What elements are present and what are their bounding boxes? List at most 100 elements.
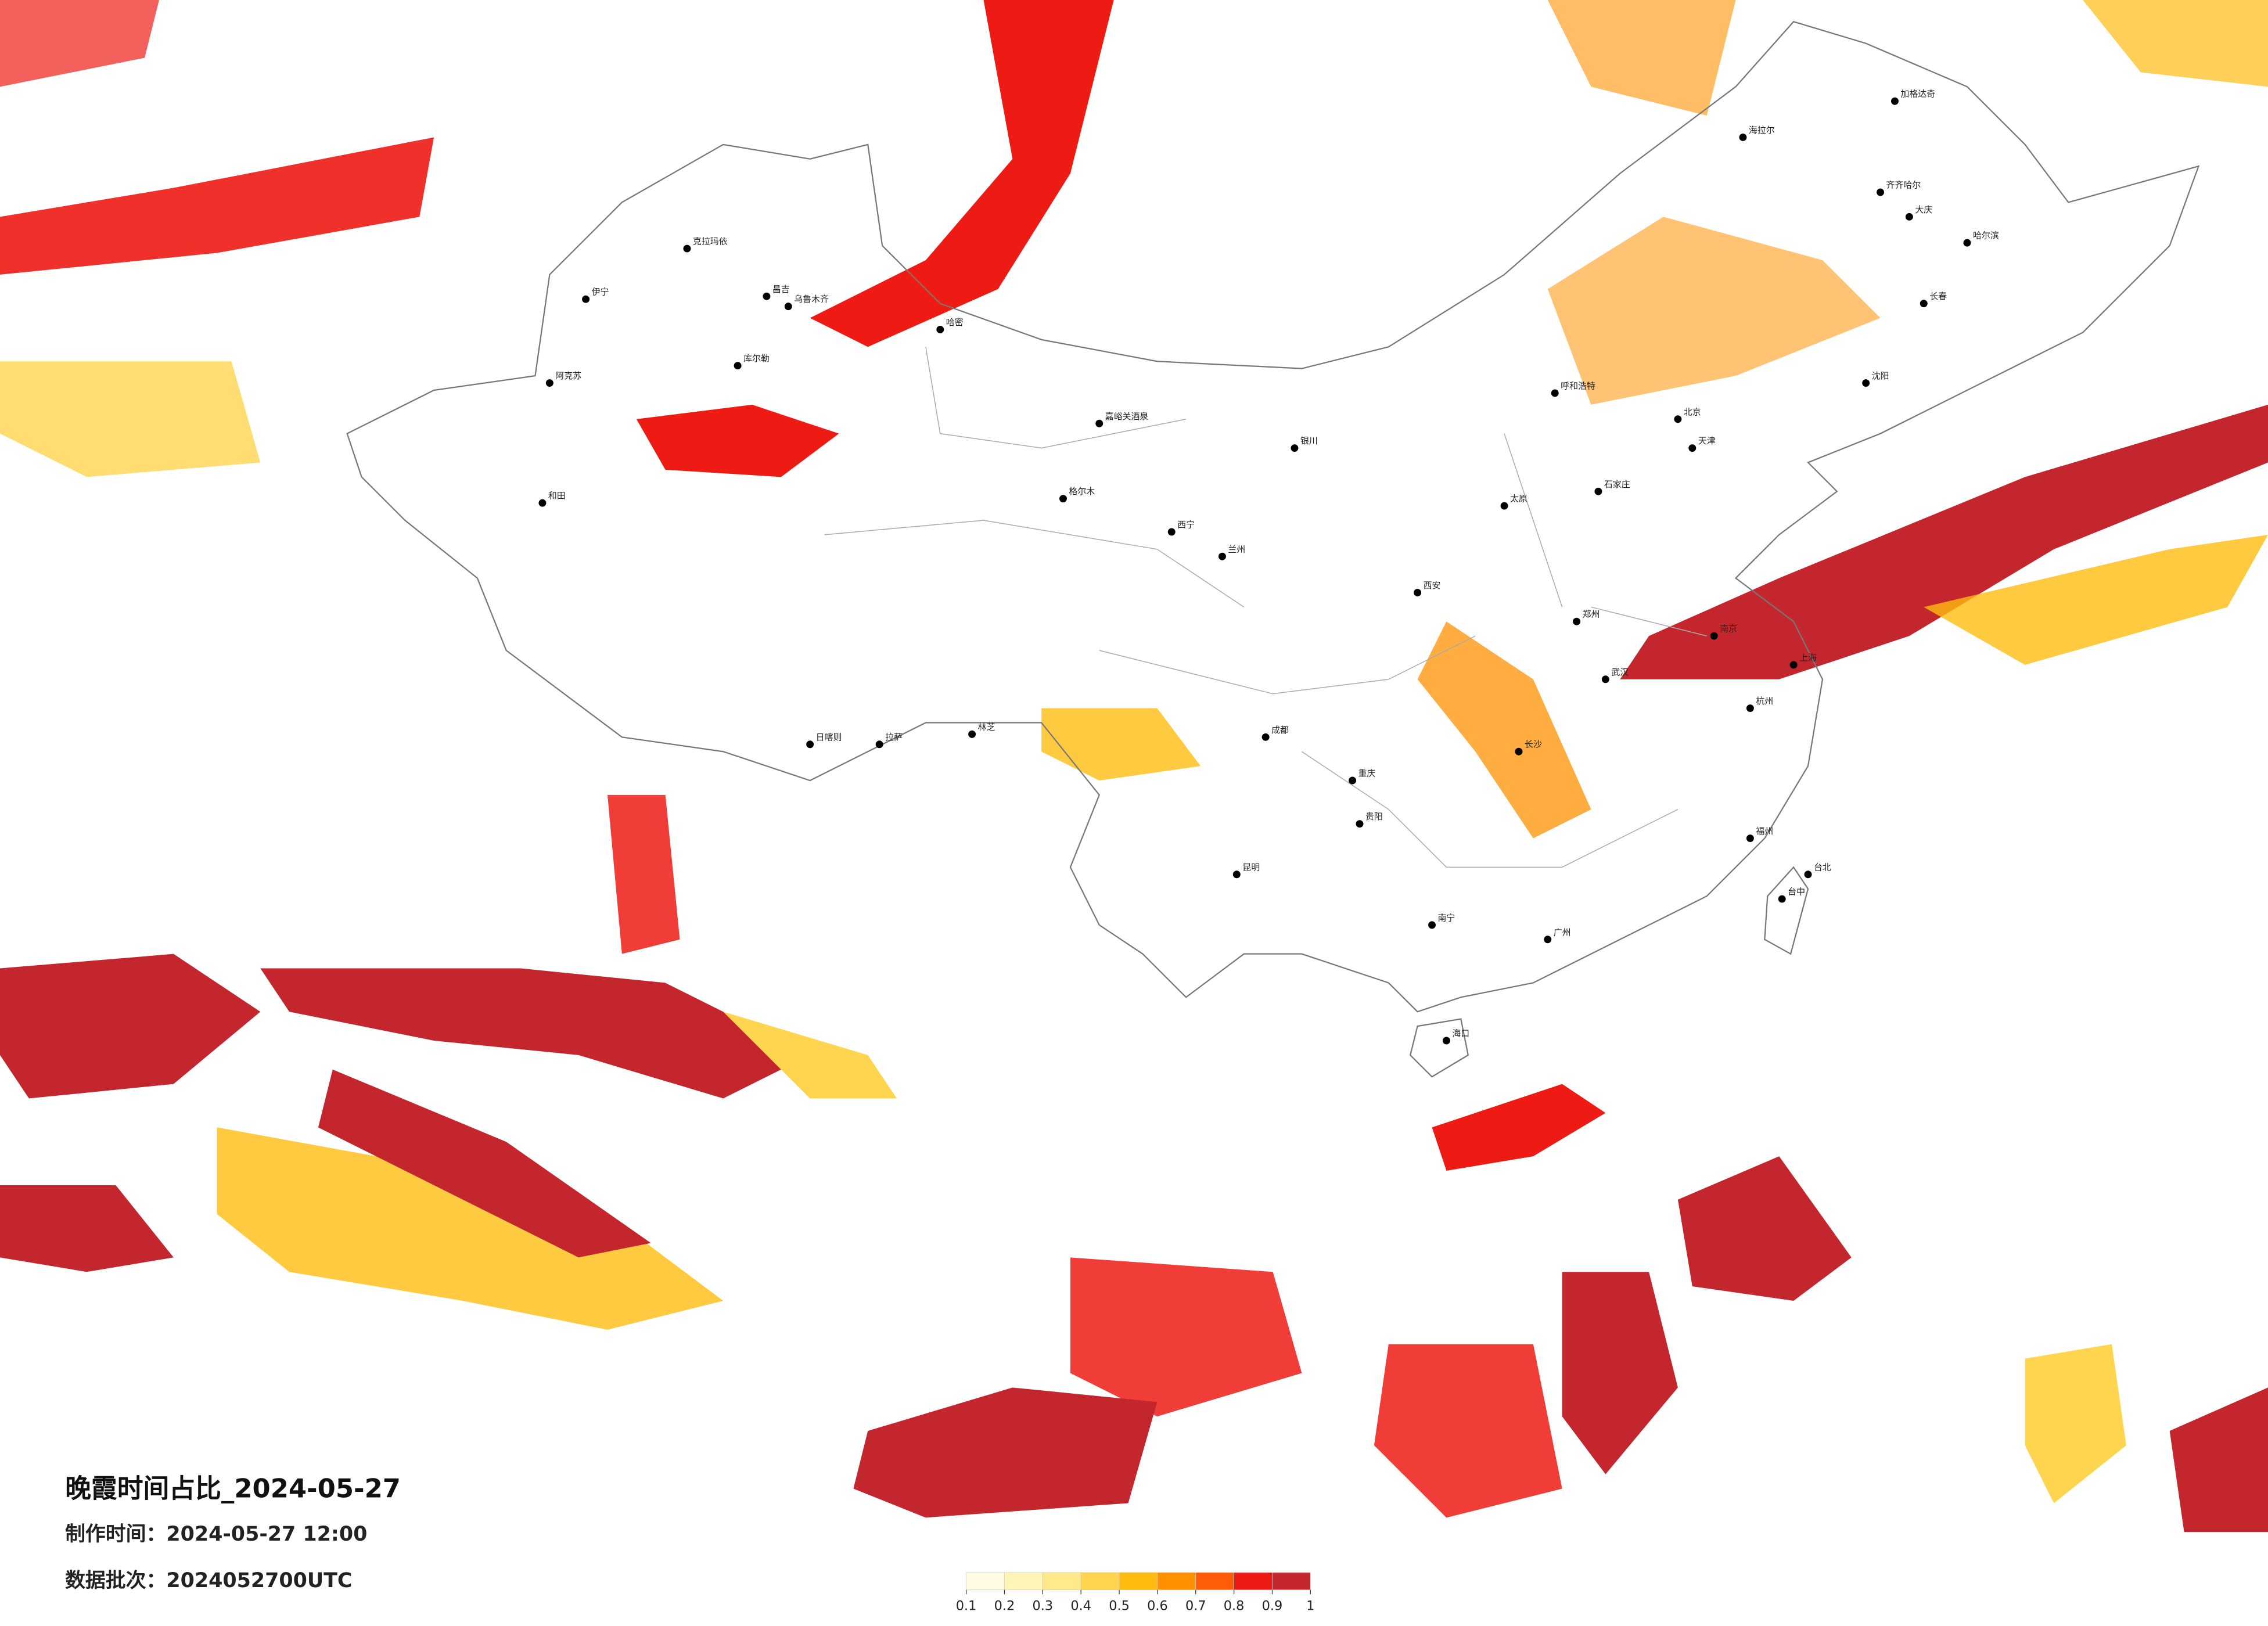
city-label: 加格达奇: [1900, 89, 1935, 99]
city-label: 台北: [1814, 862, 1831, 872]
city-dot: [734, 362, 742, 370]
batch: 数据批次：2024052700UTC: [65, 1569, 352, 1592]
city-dot: [1877, 188, 1885, 196]
city-dot: [1920, 300, 1928, 308]
province-border: [824, 347, 1707, 868]
city-label: 克拉玛依: [693, 236, 728, 247]
city-label: 拉萨: [885, 732, 903, 742]
colorbar-segment: [1157, 1572, 1196, 1591]
city-dot: [1232, 870, 1241, 879]
city-dot: [1261, 733, 1270, 741]
city-dot: [1789, 661, 1798, 669]
city-dot: [1688, 444, 1696, 452]
city-dot: [582, 295, 590, 303]
city-label: 南京: [1720, 624, 1737, 634]
city-dot: [538, 499, 547, 507]
city-dot: [1778, 895, 1786, 903]
city-dot: [1905, 213, 1913, 221]
city-dot: [1414, 588, 1422, 596]
city-label: 齐齐哈尔: [1886, 180, 1921, 190]
colorbar-tick-label: 0.8: [1224, 1599, 1245, 1614]
city-dot: [1095, 419, 1104, 427]
city-dot: [968, 730, 976, 738]
city-label: 武汉: [1611, 667, 1629, 677]
city-label: 郑州: [1583, 609, 1600, 620]
city-label: 沈阳: [1872, 370, 1889, 381]
city-dot: [806, 740, 814, 749]
production-time: 制作时间：2024-05-27 12:00: [65, 1523, 367, 1546]
city-label: 福州: [1756, 826, 1773, 836]
city-label: 重庆: [1358, 768, 1376, 779]
city-label: 石家庄: [1604, 479, 1630, 490]
sunset-field: [0, 0, 2268, 1533]
colorbar-tick-label: 0.2: [994, 1599, 1015, 1614]
city-label: 哈尔滨: [1973, 231, 1999, 241]
city-label: 西宁: [1177, 519, 1195, 530]
city-dot: [1551, 389, 1559, 397]
city-dot: [1218, 552, 1226, 560]
city-dot: [1059, 495, 1067, 503]
colorbar: 0.1 0.2 0.3 0.4 0.5 0.6 0.7 0.8 0.9 1: [956, 1572, 1314, 1614]
city-label: 日喀则: [816, 732, 842, 742]
colorbar-segment: [1004, 1572, 1043, 1591]
city-label: 杭州: [1756, 696, 1773, 706]
city-label: 上海: [1799, 652, 1817, 663]
city-dot: [1544, 936, 1552, 944]
city-dot: [1746, 834, 1754, 843]
city-label: 库尔勒: [743, 353, 770, 364]
city-dot: [936, 325, 944, 333]
colorbar-segment: [1119, 1572, 1158, 1591]
city-label: 南宁: [1437, 912, 1455, 923]
colorbar-tick-label: 1: [1306, 1599, 1314, 1614]
city-label: 广州: [1554, 927, 1571, 937]
taiwan: [1764, 866, 1809, 955]
city-label: 哈密: [946, 317, 964, 328]
colorbar-tick-label: 0.5: [1109, 1599, 1130, 1614]
city-label: 成都: [1271, 725, 1289, 735]
city-label: 和田: [548, 491, 566, 501]
city-label: 西安: [1424, 580, 1441, 591]
city-dot: [1601, 675, 1609, 684]
city-dot: [1963, 239, 1971, 247]
colorbar-segment: [1272, 1572, 1311, 1591]
city-label: 太原: [1510, 494, 1527, 504]
city-label: 乌鲁木齐: [794, 294, 829, 304]
city-dot: [763, 292, 771, 300]
colorbar-tick-label: 0.4: [1070, 1599, 1091, 1614]
city-label: 伊宁: [592, 287, 609, 297]
colorbar-segment: [1080, 1572, 1120, 1591]
colorbar-tick-label: 0.6: [1147, 1599, 1168, 1614]
city-label: 大庆: [1915, 204, 1932, 215]
colorbar-tick-label: 0.9: [1262, 1599, 1283, 1614]
city-dot: [1746, 704, 1754, 713]
city-dot: [1573, 617, 1581, 625]
city-label: 天津: [1698, 436, 1716, 446]
city-dot: [1739, 133, 1747, 141]
city-dot: [1710, 632, 1718, 640]
map-title: 晚霞时间占比_2024-05-27: [65, 1473, 401, 1504]
colorbar-segment: [966, 1572, 1005, 1591]
city-dot: [683, 244, 691, 253]
city-label: 嘉峪关酒泉: [1105, 411, 1149, 422]
colorbar-tick-label: 0.7: [1185, 1599, 1206, 1614]
city-dot: [1356, 820, 1364, 828]
colorbar-segment: [1195, 1572, 1234, 1591]
city-dot: [1594, 487, 1602, 495]
city-dot: [1674, 415, 1682, 423]
colorbar-segment: [1042, 1572, 1081, 1591]
city-label: 昌吉: [772, 284, 790, 294]
colorbar-tick-label: 0.1: [956, 1599, 977, 1614]
hainan: [1409, 1018, 1469, 1078]
city-dot: [1890, 97, 1899, 105]
city-dot: [545, 379, 553, 387]
city-dot: [1500, 502, 1508, 510]
city-label: 银川: [1300, 436, 1318, 446]
city-dot: [1291, 444, 1299, 452]
city-dot: [1442, 1037, 1450, 1045]
city-label: 海口: [1452, 1028, 1469, 1039]
city-label: 呼和浩特: [1561, 381, 1595, 391]
city-label: 昆明: [1242, 862, 1260, 872]
